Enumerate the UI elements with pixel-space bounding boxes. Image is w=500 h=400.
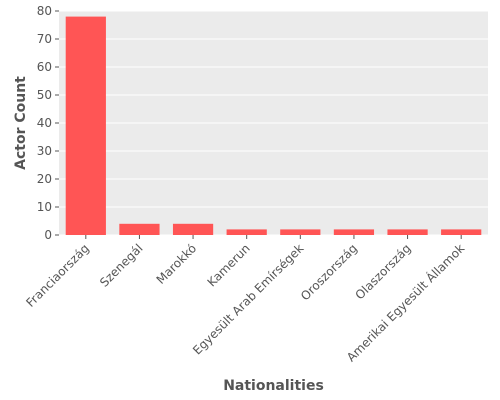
x-tick-label: Oroszország [298,241,360,303]
y-tick-label: 30 [37,144,52,158]
x-axis-ticks: Franciaország Szenegál Marokkó KamerunEgyes… [23,235,467,365]
bar [172,223,214,235]
y-axis-ticks: 0 10 20 30 40 50 60 70 80 [37,4,59,242]
x-tick-label: Marokkó [154,241,200,287]
bar [280,229,321,235]
y-tick-label: 70 [37,32,52,46]
y-axis-title: Actor Count [13,76,29,170]
bar [119,223,160,235]
bar [226,229,267,235]
y-tick-label: 20 [37,172,52,186]
bar [441,229,482,235]
bar [333,229,375,235]
x-tick-label: Egyesült Arab Emírségek [190,241,306,357]
bars [65,16,482,235]
x-tick-label: Kamerun [205,241,253,289]
y-tick-label: 0 [44,228,52,242]
y-tick-label: 60 [37,60,52,74]
x-tick-label: Franciaország [23,241,92,310]
bar [387,229,428,235]
y-tick-label: 80 [37,4,52,18]
x-tick-label: Szenegál [97,241,146,290]
y-tick-label: 40 [37,116,52,130]
bar [65,16,106,235]
x-axis-title: Nationalities [223,378,324,394]
y-tick-label: 10 [37,200,52,214]
y-tick-label: 50 [37,88,52,102]
